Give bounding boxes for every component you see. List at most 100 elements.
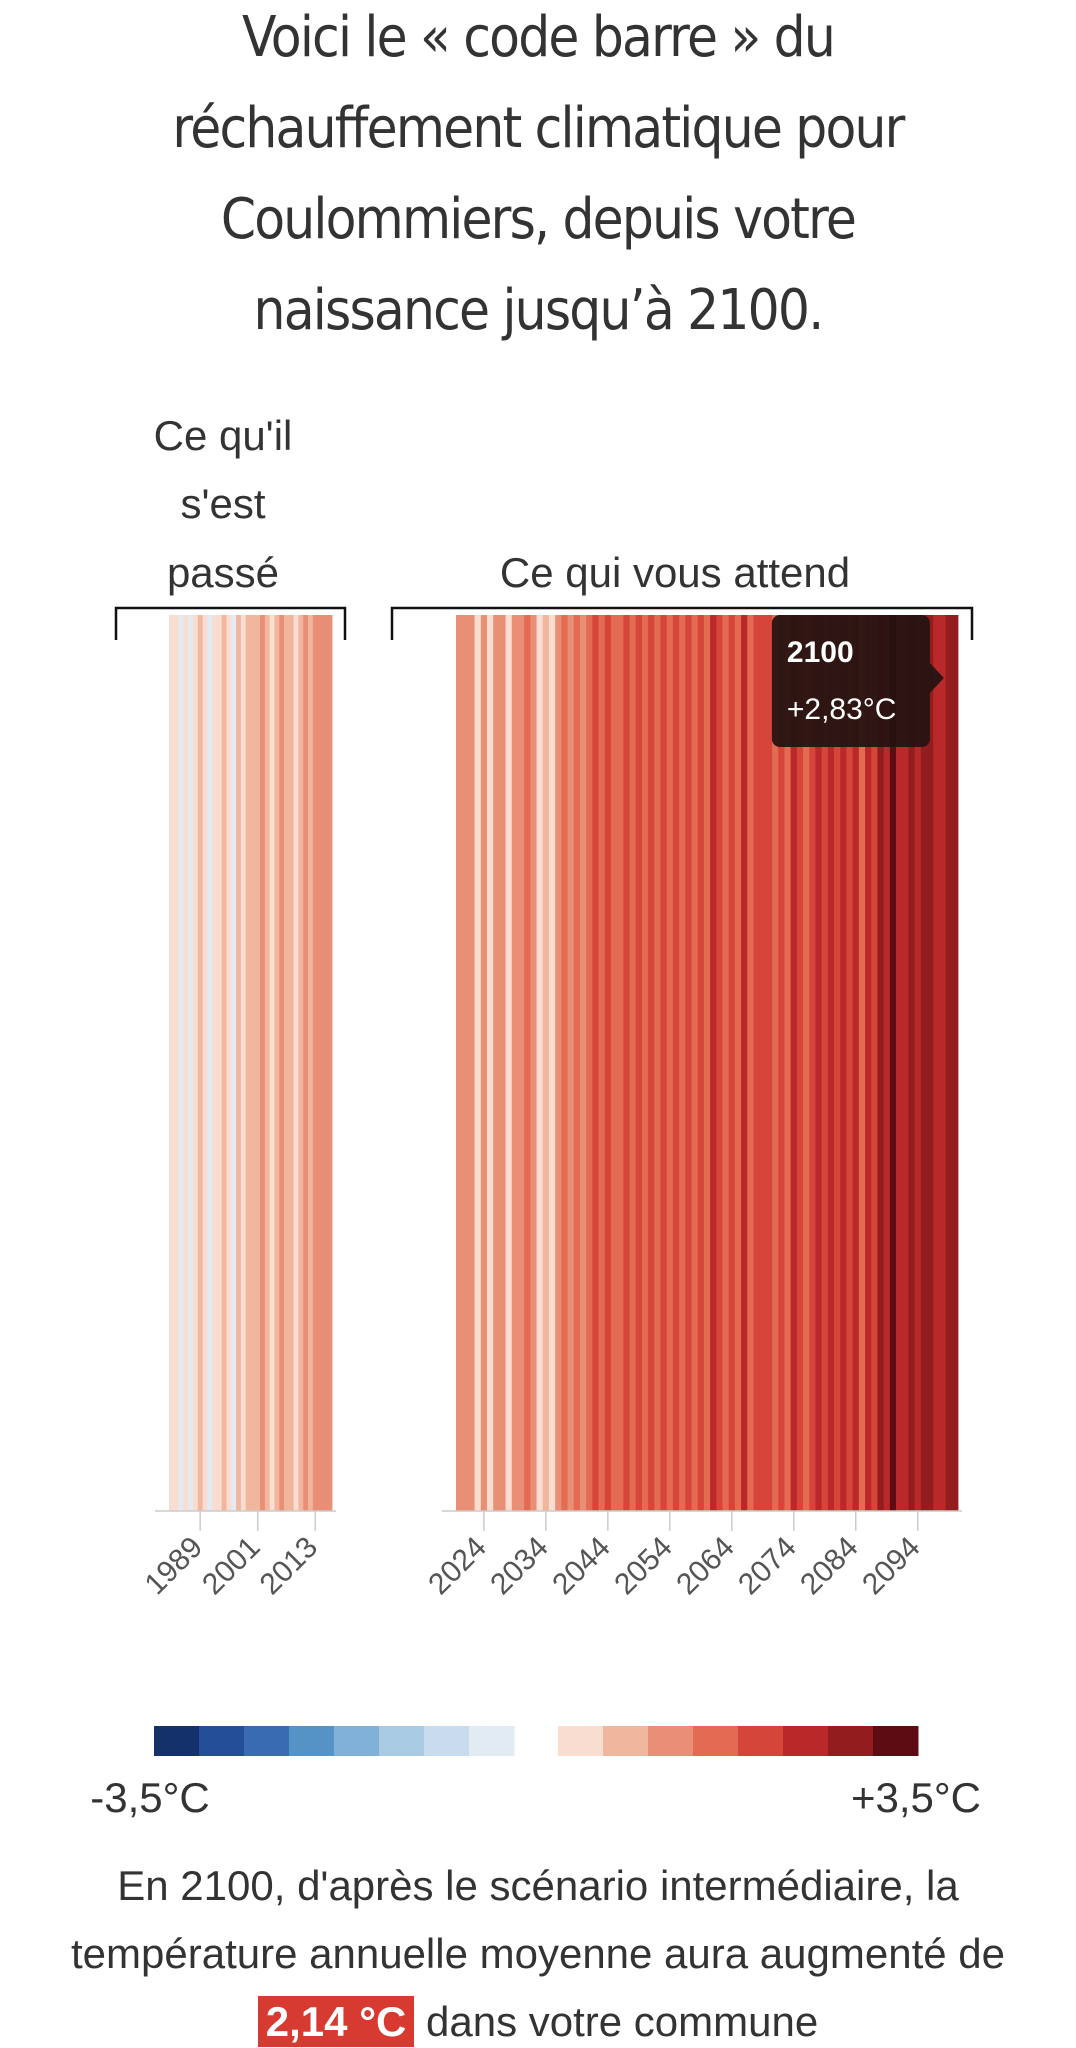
legend-swatch [334, 1726, 380, 1756]
summary-text: dans votre commune [426, 1998, 819, 2045]
stripe [809, 615, 816, 1511]
stripe [803, 615, 810, 1511]
legend-swatch [783, 1726, 829, 1756]
stripe [480, 615, 488, 1511]
stripe [821, 615, 829, 1511]
legend-label: +3,5°C [851, 1774, 981, 1821]
stripe [697, 615, 705, 1511]
stripe [542, 615, 550, 1511]
stripe [511, 615, 519, 1511]
stripe [555, 615, 562, 1511]
stripe [784, 615, 792, 1511]
stripe [231, 615, 237, 1511]
stripe [245, 615, 251, 1511]
stripe [883, 615, 891, 1511]
stripe [207, 615, 213, 1511]
tooltip-arrow [929, 663, 944, 693]
stripe [561, 615, 568, 1511]
group-label: Ce qu'il s'est passé [154, 412, 293, 596]
stripe [679, 615, 686, 1511]
x-tick-label: 2074 [732, 1531, 803, 1602]
stripe [505, 615, 513, 1511]
stripe [827, 615, 835, 1511]
stripe [240, 615, 247, 1511]
stripe [592, 615, 599, 1511]
stripe [327, 615, 333, 1511]
tooltip-year: 2100 [787, 636, 854, 669]
stripe [846, 615, 854, 1511]
stripe [648, 615, 655, 1511]
legend-swatch [648, 1726, 694, 1756]
stripe [269, 615, 275, 1511]
stripe [298, 615, 304, 1511]
stripe [274, 615, 280, 1511]
stripe [741, 615, 748, 1511]
stripe [579, 615, 587, 1511]
stripe [889, 615, 897, 1511]
stripe [871, 615, 878, 1511]
stripe [173, 615, 179, 1511]
stripe [303, 615, 309, 1511]
stripe [250, 615, 256, 1511]
stripe [734, 615, 742, 1511]
stripe [691, 615, 699, 1511]
stripe [722, 615, 730, 1511]
stripe [852, 615, 860, 1511]
stripe [178, 615, 184, 1511]
stripe [456, 615, 463, 1511]
stripe [264, 615, 271, 1511]
stripe [202, 615, 208, 1511]
stripe [279, 615, 285, 1511]
stripe [660, 615, 668, 1511]
stripe [747, 615, 754, 1511]
stripe [703, 615, 711, 1511]
stripe [573, 615, 581, 1511]
stripe [524, 615, 531, 1511]
legend-swatch [199, 1726, 245, 1756]
stripe [317, 615, 323, 1511]
stripe [896, 615, 903, 1511]
stripe [654, 615, 661, 1511]
x-tick-label: 2054 [608, 1531, 679, 1602]
stripe [462, 615, 469, 1511]
x-tick-label: 2084 [794, 1531, 865, 1602]
x-tick-label: 2024 [422, 1531, 493, 1602]
stripe [192, 615, 199, 1511]
stripe [914, 615, 922, 1511]
stripe [226, 615, 232, 1511]
x-tick-label: 1989 [139, 1531, 210, 1602]
stripe [499, 615, 506, 1511]
x-tick-label: 2001 [196, 1531, 267, 1602]
stripe [604, 615, 612, 1511]
stripe [902, 615, 909, 1511]
stripe [858, 615, 866, 1511]
x-tick-label: 2094 [856, 1531, 927, 1602]
stripe [288, 615, 295, 1511]
stripe [796, 615, 804, 1511]
stripe [236, 615, 242, 1511]
stripe [293, 615, 299, 1511]
legend-swatch [693, 1726, 739, 1756]
legend-swatch [558, 1726, 604, 1756]
stripe [493, 615, 500, 1511]
legend-swatch [379, 1726, 425, 1756]
stripe [920, 615, 928, 1511]
stripe [260, 615, 266, 1511]
stripe [629, 615, 637, 1511]
stripe [212, 615, 218, 1511]
stripe [927, 615, 934, 1511]
summary: En 2100, d'après le scénario intermédiai… [40, 1852, 1036, 2048]
tooltip-value: +2,83°C [787, 693, 897, 726]
stripe [877, 615, 885, 1511]
stripe [530, 615, 537, 1511]
legend-label: -3,5°C [90, 1774, 210, 1821]
stripe [308, 615, 314, 1511]
stripe [617, 615, 624, 1511]
stripe [815, 615, 823, 1511]
stripe [728, 615, 736, 1511]
stripe [908, 615, 916, 1511]
stripe [312, 615, 319, 1511]
group-label: Ce qui vous attend [500, 549, 850, 596]
